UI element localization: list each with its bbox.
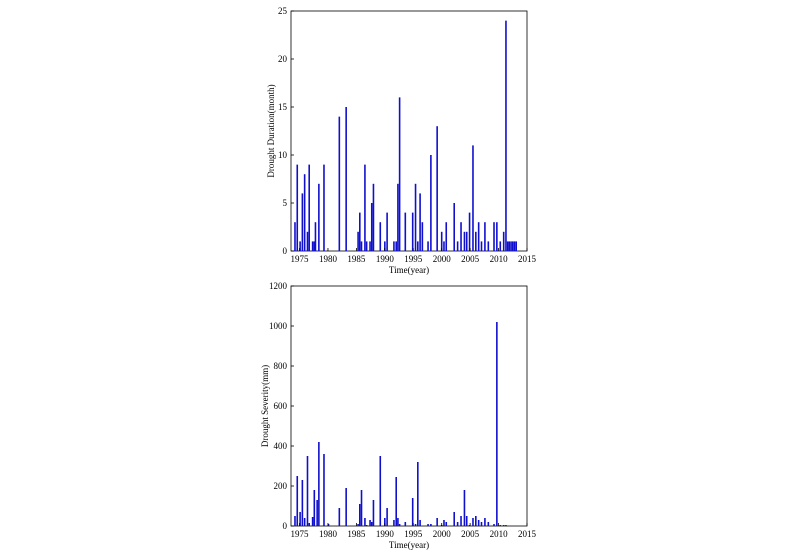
duration-y-tick-label: 15 xyxy=(278,102,288,112)
severity-x-tick-label: 2005 xyxy=(461,529,480,539)
severity-y-tick-label: 0 xyxy=(283,521,288,531)
duration-y-tick-label: 25 xyxy=(278,6,288,16)
severity-y-tick-label: 800 xyxy=(274,361,288,371)
duration-y-axis-title: Drought Duration(month) xyxy=(266,84,276,177)
duration-plot-frame xyxy=(290,10,528,252)
severity-x-tick-label: 1990 xyxy=(376,529,395,539)
severity-y-tick-label: 600 xyxy=(274,401,288,411)
severity-plot-frame xyxy=(290,285,528,527)
severity-chart: 1975 1980 1985 1990 1995 2000 2005 2010 2015 0 20… xyxy=(260,281,537,550)
severity-x-tick-label: 1995 xyxy=(404,529,423,539)
severity-y-tick-label: 1200 xyxy=(269,281,288,291)
severity-y-tick-label: 1000 xyxy=(269,321,288,331)
duration-x-tick-label: 2015 xyxy=(518,254,537,264)
duration-y-ticks: 0 5 10 15 20 25 xyxy=(278,6,294,256)
severity-x-tick-label: 2000 xyxy=(433,529,452,539)
severity-bars xyxy=(294,322,507,526)
duration-x-tick-label: 1990 xyxy=(376,254,395,264)
duration-x-ticks: 1975 1980 1985 1990 1995 2000 2005 2010 2015 xyxy=(291,248,537,264)
duration-x-tick-label: 1980 xyxy=(319,254,338,264)
duration-x-axis-title: Time(year) xyxy=(389,265,429,275)
duration-x-tick-label: 1975 xyxy=(291,254,310,264)
duration-x-tick-label: 2000 xyxy=(433,254,452,264)
severity-x-axis-title: Time(year) xyxy=(389,540,429,550)
severity-y-ticks: 0 200 400 600 800 1000 1200 xyxy=(269,281,294,531)
severity-y-axis-title: Drought Severity(mm) xyxy=(260,365,270,447)
severity-x-tick-label: 1985 xyxy=(347,529,366,539)
severity-y-tick-label: 200 xyxy=(274,481,288,491)
duration-y-tick-label: 10 xyxy=(278,150,288,160)
duration-chart: 1975 1980 1985 1990 1995 2000 2005 2010 2015 051… xyxy=(266,6,537,275)
severity-x-tick-label: 1980 xyxy=(319,529,338,539)
duration-y-tick-label: 20 xyxy=(278,54,288,64)
duration-x-tick-label: 2010 xyxy=(490,254,509,264)
duration-bars xyxy=(294,20,517,251)
severity-x-tick-label: 2015 xyxy=(518,529,537,539)
severity-x-tick-label: 1975 xyxy=(291,529,310,539)
severity-x-tick-label: 2010 xyxy=(490,529,509,539)
duration-x-tick-label: 1985 xyxy=(347,254,366,264)
duration-x-tick-label: 2005 xyxy=(461,254,480,264)
duration-y-tick-label: 0 xyxy=(283,246,288,256)
duration-x-tick-label: 1995 xyxy=(404,254,423,264)
duration-y-tick-label: 5 xyxy=(283,198,288,208)
severity-x-ticks: 1975 1980 1985 1990 1995 2000 2005 2010 2015 xyxy=(291,523,537,539)
severity-y-tick-label: 400 xyxy=(274,441,288,451)
